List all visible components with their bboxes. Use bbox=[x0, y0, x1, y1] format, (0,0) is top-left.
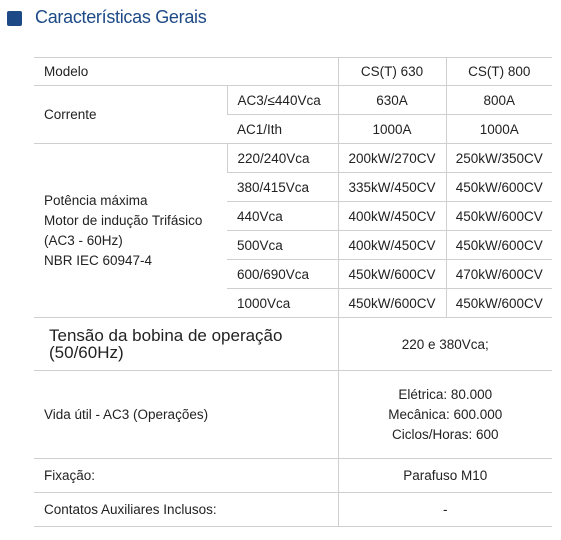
value-line: Ciclos/Horas: 600 bbox=[391, 426, 499, 442]
value-cell: 450kW/600CV bbox=[445, 230, 552, 260]
value-cell: 1000A bbox=[337, 114, 446, 144]
value-cell: 450kW/600CV bbox=[445, 201, 552, 231]
sub-label: 380/415Vca bbox=[227, 172, 338, 202]
label-line: Potência máxima bbox=[44, 192, 148, 208]
sub-label: AC3/≤440Vca bbox=[226, 85, 338, 115]
table-row: Potência máxima Motor de indução Trifásic… bbox=[34, 143, 552, 318]
value-cell: 450kW/600CV bbox=[445, 172, 552, 202]
section-title: Características Gerais bbox=[35, 7, 207, 27]
value-cell: Elétrica: 80.000 Mecânica: 600.000 Ciclos/… bbox=[337, 370, 552, 459]
table-row: AC1/Ith 1000A 1000A bbox=[34, 114, 552, 144]
sub-label: 600/690Vca bbox=[227, 259, 338, 289]
value-cell: 220 e 380Vca; bbox=[337, 317, 552, 371]
value-cell: 450kW/600CV bbox=[445, 288, 552, 318]
value-cell: 470kW/600CV bbox=[445, 259, 552, 289]
value-cell: 450kW/600CV bbox=[337, 259, 446, 289]
row-label: Potência máxima Motor de indução Trifásic… bbox=[34, 143, 227, 318]
row-label: Fixação: bbox=[34, 458, 338, 493]
table-row: Vida útil - AC3 (Operações) Elétrica: 80.… bbox=[34, 370, 552, 459]
value-cell: - bbox=[337, 492, 552, 527]
value-cell: Parafuso M10 bbox=[337, 458, 552, 493]
sub-label: 440Vca bbox=[227, 201, 338, 231]
value-cell: 630A bbox=[337, 85, 446, 115]
value-cell: 400kW/450CV bbox=[337, 201, 446, 231]
table-row: Modelo CS(T) 630 CS(T) 800 bbox=[34, 57, 552, 86]
sub-label: 220/240Vca bbox=[226, 143, 338, 173]
table-row: 380/415Vca 335kW/450CV 450kW/600CV bbox=[34, 172, 552, 202]
row-label: Contatos Auxiliares Inclusos: bbox=[34, 492, 338, 527]
label-line: (AC3 - 60Hz) bbox=[44, 232, 123, 248]
value-cell: 450kW/600CV bbox=[337, 288, 446, 318]
label-line: Tensão da bobina de operação bbox=[49, 326, 283, 345]
table-row: Contatos Auxiliares Inclusos: - bbox=[34, 492, 552, 527]
table-row: Corrente AC3/≤440Vca 630A 800A bbox=[34, 85, 552, 144]
value-cell: 250kW/350CV bbox=[445, 143, 552, 173]
value-cell: 200kW/270CV bbox=[337, 143, 446, 173]
row-label: Vida útil - AC3 (Operações) bbox=[34, 370, 338, 459]
table-row: 600/690Vca 450kW/600CV 470kW/600CV bbox=[34, 259, 552, 289]
sub-label: 500Vca bbox=[227, 230, 338, 260]
row-label: Tensão da bobina de operação (50/60Hz) bbox=[34, 317, 338, 371]
value-line: Mecânica: 600.000 bbox=[388, 406, 503, 422]
table-row: Fixação: Parafuso M10 bbox=[34, 458, 552, 493]
table-row: Tensão da bobina de operação (50/60Hz) 220… bbox=[34, 317, 552, 371]
value-cell: 335kW/450CV bbox=[337, 172, 446, 202]
value-cell: 1000A bbox=[445, 114, 552, 144]
label-line: NBR IEC 60947-4 bbox=[44, 252, 153, 268]
sub-label: 1000Vca bbox=[227, 288, 338, 318]
spec-table: Modelo CS(T) 630 CS(T) 800 Corrente AC3/≤440… bbox=[34, 57, 552, 527]
label-line: (50/60Hz) bbox=[49, 343, 124, 362]
header-cell: CS(T) 800 bbox=[445, 57, 552, 86]
row-label: Corrente bbox=[34, 85, 227, 144]
header-cell: Modelo bbox=[34, 57, 338, 86]
sub-label: AC1/Ith bbox=[227, 114, 338, 144]
value-cell: 800A bbox=[445, 85, 552, 115]
header-cell: CS(T) 630 bbox=[337, 57, 446, 86]
value-cell: 400kW/450CV bbox=[337, 230, 446, 260]
section-icon bbox=[7, 11, 22, 26]
label-line: Motor de indução Trifásico bbox=[44, 212, 203, 228]
value-line: Elétrica: 80.000 bbox=[398, 386, 493, 402]
